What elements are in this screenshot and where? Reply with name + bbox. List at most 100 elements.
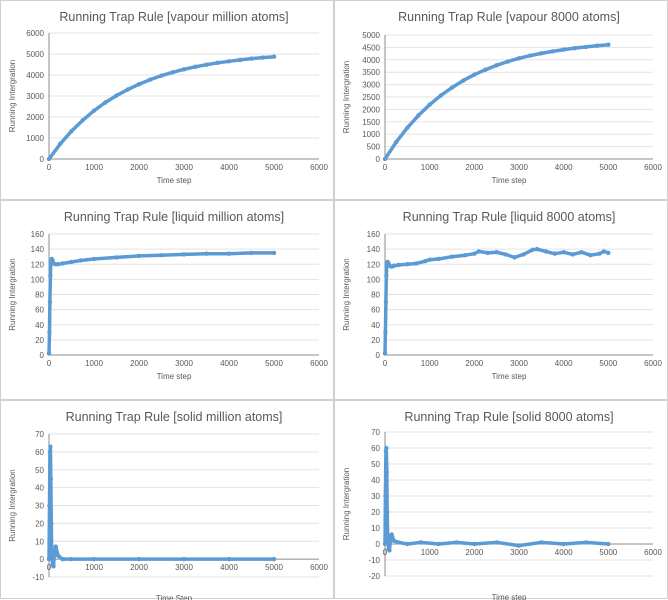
chart-0-series-0-point-4 [91, 108, 97, 113]
chart-3-ytick-4: 80 [371, 291, 380, 300]
chart-0-ytick-2: 2000 [26, 113, 44, 122]
chart-2-ytick-2: 40 [35, 321, 44, 330]
chart-2-xtick-6: 6000 [310, 359, 328, 368]
chart-4-title: Running Trap Rule [solid million atoms] [66, 410, 283, 424]
chart-2-ytick-4: 80 [35, 291, 44, 300]
chart-1-ytick-10: 5000 [362, 31, 380, 40]
chart-2-series-0-point-2 [47, 299, 53, 305]
chart-2-xtick-3: 3000 [175, 359, 193, 368]
chart-0-series-0-point-8 [136, 82, 142, 87]
chart-5-series-0-point-1 [383, 493, 388, 499]
chart-3-title: Running Trap Rule [liquid 8000 atoms] [403, 210, 616, 224]
chart-0-xlabel: Time step [157, 176, 192, 185]
chart-3-ytick-6: 120 [367, 260, 381, 269]
chart-1-ytick-6: 3000 [362, 81, 380, 90]
chart-5-series-0-point-13 [405, 541, 410, 547]
chart-5-series-0-point-14 [418, 540, 423, 545]
chart-1-xtick-1: 1000 [421, 163, 439, 172]
chart-1-series-0-point-5 [438, 93, 444, 98]
chart-3-ytick-3: 60 [371, 306, 380, 315]
chart-1-ytick-4: 2000 [362, 105, 380, 114]
chart-1-ytick-0: 0 [376, 155, 381, 164]
chart-0-series-0-point-5 [103, 100, 108, 105]
chart-5-series-0-point-6 [385, 533, 390, 539]
chart-1-ylabel: Running Intergration [342, 61, 351, 134]
chart-3-xtick-5: 5000 [599, 359, 617, 368]
chart-1-series-0-point-7 [460, 78, 466, 83]
chart-2-series-0-point-17 [181, 252, 187, 257]
chart-3-series-0-point-1 [383, 330, 388, 335]
chart-1-series-0-point-8 [472, 72, 477, 77]
chart-3-series-0-point-28 [552, 251, 557, 256]
chart-3-ytick-8: 160 [367, 230, 381, 239]
chart-2-series-0-point-20 [249, 250, 254, 256]
chart-0-series-0-point-0 [46, 156, 52, 162]
chart-4-series-0-point-17 [226, 556, 232, 562]
chart-5-series-0-point-22 [583, 540, 589, 545]
chart-4-series-0-point-2 [47, 449, 53, 455]
chart-3-ytick-1: 20 [371, 336, 380, 345]
chart-2-ytick-8: 160 [31, 230, 45, 239]
chart-3-series-0-point-24 [521, 252, 526, 257]
chart-4-ytick-0: -10 [32, 573, 44, 582]
chart-5-ytick-5: 30 [371, 492, 380, 501]
chart-3-series-0-point-15 [436, 256, 441, 262]
chart-3-xtick-2: 2000 [465, 359, 483, 368]
chart-2-xtick-5: 5000 [265, 359, 283, 368]
chart-3-series-0-point-21 [494, 249, 499, 255]
chart-5-ytick-8: 60 [371, 444, 380, 453]
chart-5-series-0-point-18 [494, 540, 499, 545]
chart-1-xlabel: Time step [492, 176, 527, 185]
chart-2-xtick-1: 1000 [85, 359, 103, 368]
chart-5-ytick-2: 0 [376, 540, 381, 549]
chart-panel-vapour-million: 0 1000 2000 3000 4000 5000 6000 0 1000 2000 3000 40… [0, 0, 334, 200]
chart-1-xtick-2: 2000 [465, 163, 483, 172]
chart-1-ytick-7: 3500 [362, 68, 380, 77]
chart-4-ytick-3: 20 [35, 519, 44, 528]
chart-panel-solid-8000: -20 -10 0 10 20 30 40 50 60 70 0 1000 2000 3000 4000 50… [334, 400, 668, 600]
chart-5-series-0-point-5 [385, 509, 390, 515]
chart-4-ylabel: Running Intergration [8, 469, 17, 542]
chart-3-series-0-point-31 [579, 249, 584, 255]
chart-5-series-0-point-19 [516, 543, 522, 548]
chart-3-series-0-point-20 [485, 250, 490, 256]
chart-1-series-0-point-6 [449, 85, 455, 90]
chart-5-series-0-point-16 [454, 540, 459, 545]
chart-4-ytick-2: 10 [35, 537, 44, 546]
chart-1-xtick-6: 6000 [644, 163, 662, 172]
chart-3-ylabel: Running Intergration [342, 258, 351, 331]
chart-0-series-0-point-3 [80, 117, 85, 123]
chart-5-ytick-3: 10 [371, 524, 380, 533]
chart-0-series-0-point-7 [125, 87, 130, 92]
chart-3-series-0-point-0 [382, 351, 388, 356]
chart-1-series-0-point-9 [483, 67, 488, 72]
chart-4-ytick-5: 40 [35, 484, 44, 493]
chart-1-series-0-point-4 [427, 102, 432, 107]
chart-3-svg: 0 20 40 60 80 100 120 140 160 0 1000 2000 3000 4000 50… [342, 210, 662, 381]
chart-3-series-0-point-14 [427, 257, 432, 262]
chart-2-ytick-5: 100 [31, 275, 45, 284]
chart-3-series-0-point-13 [423, 259, 428, 264]
chart-3-series-0-point-18 [472, 251, 477, 256]
chart-2-xtick-0: 0 [47, 359, 52, 368]
chart-0-ytick-6: 6000 [26, 29, 44, 38]
chart-5-ytick-7: 50 [371, 460, 380, 469]
chart-1-ytick-8: 4000 [362, 56, 380, 65]
chart-5-xtick-0: 0 [383, 548, 388, 557]
chart-5-ytick-0: -20 [368, 572, 380, 581]
chart-4-ytick-8: 70 [35, 430, 44, 439]
chart-5-title: Running Trap Rule [solid 8000 atoms] [404, 410, 613, 424]
chart-0-title: Running Trap Rule [vapour million atoms] [59, 10, 288, 24]
chart-3-series-0-point-22 [503, 252, 508, 257]
chart-0-ytick-0: 0 [40, 155, 45, 164]
chart-3-series-0-point-10 [396, 262, 401, 268]
chart-0-series-0-point-16 [226, 59, 232, 64]
chart-5-ytick-4: 20 [371, 508, 380, 517]
chart-4-xtick-5: 5000 [265, 563, 283, 572]
chart-5-xtick-2: 2000 [465, 548, 483, 557]
chart-1-xtick-4: 4000 [555, 163, 573, 172]
chart-2-series-0-point-15 [136, 253, 142, 259]
chart-2-series-0-point-1 [47, 330, 52, 335]
